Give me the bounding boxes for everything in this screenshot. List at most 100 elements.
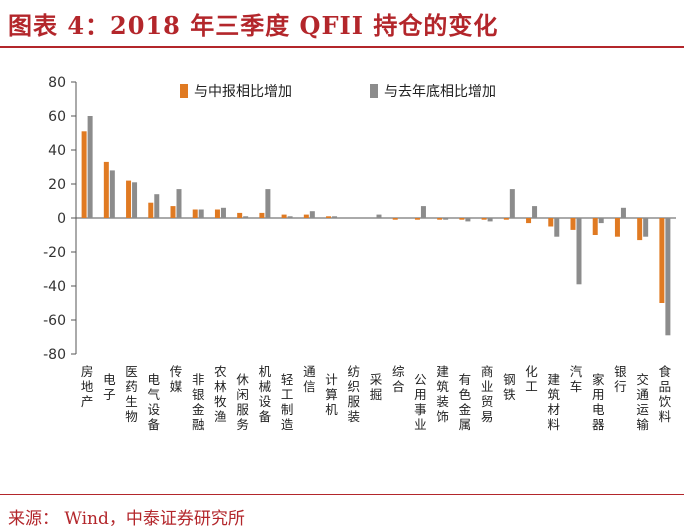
bar-vs-yearend — [376, 214, 382, 218]
bar-vs-yearend — [465, 218, 471, 222]
chart-title: 图表 4：2018 年三季度 QFII 持仓的变化 — [8, 11, 499, 40]
legend-item-yearend-label: 与去年底相比增加 — [384, 84, 496, 100]
bar-vs-midyear — [637, 218, 643, 241]
y-tick-label: 40 — [48, 143, 66, 159]
x-category-label: 化工 — [525, 364, 538, 394]
bar-vs-yearend — [287, 216, 293, 218]
bar-vs-yearend — [532, 206, 538, 218]
bar-vs-midyear — [281, 214, 287, 218]
y-tick-label: -20 — [43, 245, 66, 261]
bar-vs-yearend — [87, 116, 93, 218]
x-category-label: 采掘 — [370, 372, 383, 402]
y-axis: 80 60 40 20 0 -20 -40 -60 -80 — [43, 75, 676, 363]
x-category-label: 传媒 — [170, 364, 183, 394]
legend-item-midyear-label: 与中报相比增加 — [194, 84, 292, 100]
bar-vs-midyear — [237, 212, 243, 218]
x-category-label: 非银金融 — [192, 372, 205, 432]
x-category-label: 机械设备 — [259, 364, 272, 424]
bar-vs-midyear — [526, 218, 532, 224]
bar-vs-midyear — [614, 218, 620, 237]
x-category-label: 交通运输 — [636, 372, 649, 432]
bar-vs-yearend — [554, 218, 560, 237]
bar-vs-midyear — [259, 212, 265, 218]
legend: 与中报相比增加 与去年底相比增加 — [180, 84, 496, 100]
x-category-label: 商业贸易 — [481, 364, 494, 424]
bar-vs-midyear — [170, 206, 176, 218]
bar-vs-midyear — [303, 214, 309, 218]
bar-vs-midyear — [192, 209, 198, 218]
bar-vs-midyear — [392, 218, 398, 220]
y-tick-label: 60 — [48, 109, 66, 125]
bar-vs-yearend — [443, 218, 449, 220]
bar-vs-midyear — [148, 202, 154, 218]
bar-vs-midyear — [81, 131, 87, 218]
x-category-label: 医药生物 — [125, 364, 138, 424]
bar-vs-yearend — [243, 216, 249, 218]
x-category-label: 休闲服务 — [236, 372, 249, 432]
bar-vs-midyear — [459, 218, 465, 220]
bar-vs-midyear — [103, 161, 109, 218]
bar-vs-midyear — [659, 218, 665, 303]
bar-vs-yearend — [598, 218, 604, 224]
x-category-label: 公用事业 — [414, 372, 427, 432]
bar-vs-midyear — [326, 216, 332, 218]
bar-vs-yearend — [198, 209, 204, 218]
x-category-label: 电子 — [103, 372, 116, 402]
title-bar: 图表 4：2018 年三季度 QFII 持仓的变化 — [0, 0, 684, 44]
bar-vs-midyear — [548, 218, 554, 227]
x-category-label: 建筑装饰 — [436, 364, 449, 424]
bar-vs-yearend — [265, 189, 271, 218]
y-tick-label: -60 — [43, 313, 66, 329]
x-category-label: 农林牧渔 — [214, 364, 227, 424]
x-category-label: 家用电器 — [592, 372, 605, 432]
x-category-label: 钢铁 — [503, 372, 516, 402]
legend-item-midyear-swatch — [180, 84, 188, 98]
y-tick-label: -40 — [43, 279, 66, 295]
x-category-label: 食品饮料 — [659, 364, 672, 424]
source-note: 来源： Wind，中泰证券研究所 — [8, 509, 245, 529]
bar-vs-yearend — [132, 182, 138, 218]
x-category-label: 轻工制造 — [281, 372, 294, 432]
title-divider — [0, 46, 684, 48]
x-category-label: 汽车 — [570, 364, 583, 394]
source-divider — [0, 494, 684, 495]
y-tick-label: 80 — [48, 75, 66, 91]
bar-vs-yearend — [176, 189, 182, 218]
legend-item-yearend-swatch — [370, 84, 378, 98]
bar-vs-yearend — [509, 189, 515, 218]
bar-vs-yearend — [643, 218, 649, 237]
x-category-label: 银行 — [614, 364, 627, 394]
bar-vs-midyear — [414, 218, 420, 220]
x-category-label: 房地产 — [81, 364, 94, 409]
y-tick-label: 20 — [48, 177, 66, 193]
y-tick-label: 0 — [57, 211, 66, 227]
bar-vs-yearend — [420, 206, 426, 218]
bar-vs-midyear — [214, 209, 220, 218]
x-category-label: 计算机 — [325, 372, 338, 417]
bar-vs-midyear — [503, 218, 509, 220]
bar-vs-yearend — [665, 218, 671, 336]
x-category-label: 电气设备 — [148, 372, 161, 432]
bar-vs-yearend — [220, 207, 226, 218]
bar-vs-midyear — [126, 180, 132, 218]
x-category-label: 有色金属 — [459, 372, 472, 432]
y-tick-label: -80 — [43, 347, 66, 363]
bar-vs-yearend — [487, 218, 493, 222]
bar-vs-yearend — [576, 218, 582, 285]
bar-vs-yearend — [309, 211, 315, 218]
bars-group — [81, 116, 671, 336]
bar-vs-midyear — [437, 218, 443, 220]
bar-vs-yearend — [154, 194, 160, 218]
bar-vs-midyear — [481, 218, 487, 220]
x-category-label: 纺织服装 — [348, 364, 361, 424]
x-category-label: 综合 — [392, 364, 405, 394]
bar-vs-midyear — [592, 218, 598, 235]
bar-vs-yearend — [109, 170, 115, 218]
x-category-label: 通信 — [303, 364, 316, 394]
bar-vs-yearend — [620, 207, 626, 218]
bar-vs-midyear — [570, 218, 576, 230]
bar-vs-yearend — [332, 216, 338, 218]
x-category-label: 建筑材料 — [548, 372, 561, 432]
